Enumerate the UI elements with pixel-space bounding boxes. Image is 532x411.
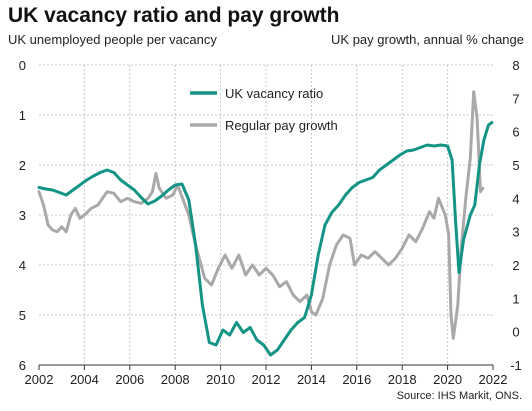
series-line-1 xyxy=(37,90,485,340)
x-tick-label: 2012 xyxy=(252,372,281,387)
x-tick-label: 2020 xyxy=(433,372,462,387)
source-note: Source: IHS Markit, ONS. xyxy=(396,390,522,402)
right-tick-label: -1 xyxy=(510,358,522,373)
legend-label-1: Regular pay growth xyxy=(225,118,338,133)
left-axis-ticks: 0 1 2 3 4 5 6 xyxy=(19,58,26,373)
left-tick-label: 3 xyxy=(19,208,26,223)
right-axis-label: UK pay growth, annual % change xyxy=(331,32,524,47)
left-tick-label: 0 xyxy=(19,58,26,73)
x-tick-label: 2008 xyxy=(161,372,190,387)
x-tick-label: 2016 xyxy=(342,372,371,387)
left-tick-label: 1 xyxy=(19,108,26,123)
left-tick-label: 5 xyxy=(19,308,26,323)
right-tick-label: 8 xyxy=(512,58,519,73)
right-tick-label: 6 xyxy=(512,125,519,140)
x-tick-label: 2014 xyxy=(297,372,326,387)
left-tick-label: 2 xyxy=(19,158,26,173)
right-tick-label: 7 xyxy=(512,91,519,106)
x-tick-label: 2018 xyxy=(388,372,417,387)
series-layer xyxy=(37,90,494,357)
left-tick-label: 6 xyxy=(19,358,26,373)
left-axis-label: UK unemployed people per vacancy xyxy=(8,32,217,47)
right-tick-label: 2 xyxy=(512,258,519,273)
left-tick-label: 4 xyxy=(19,258,26,273)
x-tick-label: 2006 xyxy=(115,372,144,387)
x-tick-label: 2004 xyxy=(70,372,99,387)
right-tick-label: 1 xyxy=(512,291,519,306)
right-tick-label: 5 xyxy=(512,158,519,173)
x-tick-label: 2022 xyxy=(479,372,508,387)
chart-title: UK vacancy ratio and pay growth xyxy=(8,4,340,27)
right-tick-label: 4 xyxy=(512,191,519,206)
legend-label-0: UK vacancy ratio xyxy=(225,86,323,101)
series-line-0 xyxy=(37,121,494,357)
legend: UK vacancy ratio Regular pay growth xyxy=(190,86,338,133)
x-tick-label: 2010 xyxy=(206,372,235,387)
grid-lines xyxy=(39,64,493,365)
x-tick-label: 2002 xyxy=(25,372,54,387)
right-tick-label: 0 xyxy=(512,325,519,340)
right-axis-ticks: -1 0 1 2 3 4 5 6 7 8 xyxy=(510,58,522,373)
right-tick-label: 3 xyxy=(512,225,519,240)
x-axis-ticks: 2002 2004 2006 2008 2010 2012 2014 2016 2018 2020… xyxy=(25,365,508,387)
